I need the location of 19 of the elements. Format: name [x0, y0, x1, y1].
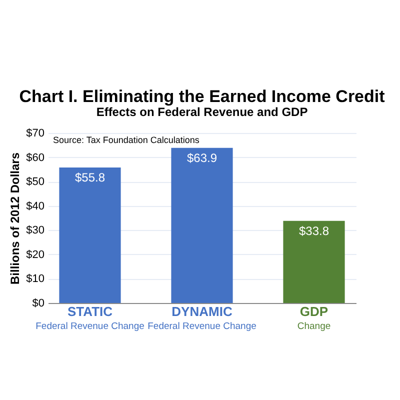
bar	[283, 220, 345, 303]
annotation: Source: Tax Foundation Calculations	[53, 135, 200, 145]
y-tick-label: $60	[26, 152, 44, 164]
bar	[59, 167, 121, 303]
data-label: $63.9	[186, 150, 218, 165]
y-tick-label: $20	[26, 248, 44, 261]
chart-subtitle: Effects on Federal Revenue and GDP	[96, 105, 308, 119]
chart-title: Chart I. Eliminating the Earned Income Credit	[19, 87, 386, 106]
category-label: GDP Change	[297, 304, 331, 332]
y-axis-title: Billions of 2012 Dollars	[8, 152, 22, 285]
y-tick-label: $10	[26, 273, 44, 286]
y-tick-label: $30	[26, 224, 44, 237]
data-label: $55.8	[74, 170, 106, 184]
bar	[171, 148, 233, 303]
y-tick-label: $50	[26, 176, 44, 188]
y-tick-label: $40	[26, 200, 44, 212]
y-tick-label: $70	[26, 128, 44, 140]
category-label: DYNAMIC Federal Revenue Change	[148, 304, 256, 332]
data-label: $33.8	[298, 224, 330, 238]
